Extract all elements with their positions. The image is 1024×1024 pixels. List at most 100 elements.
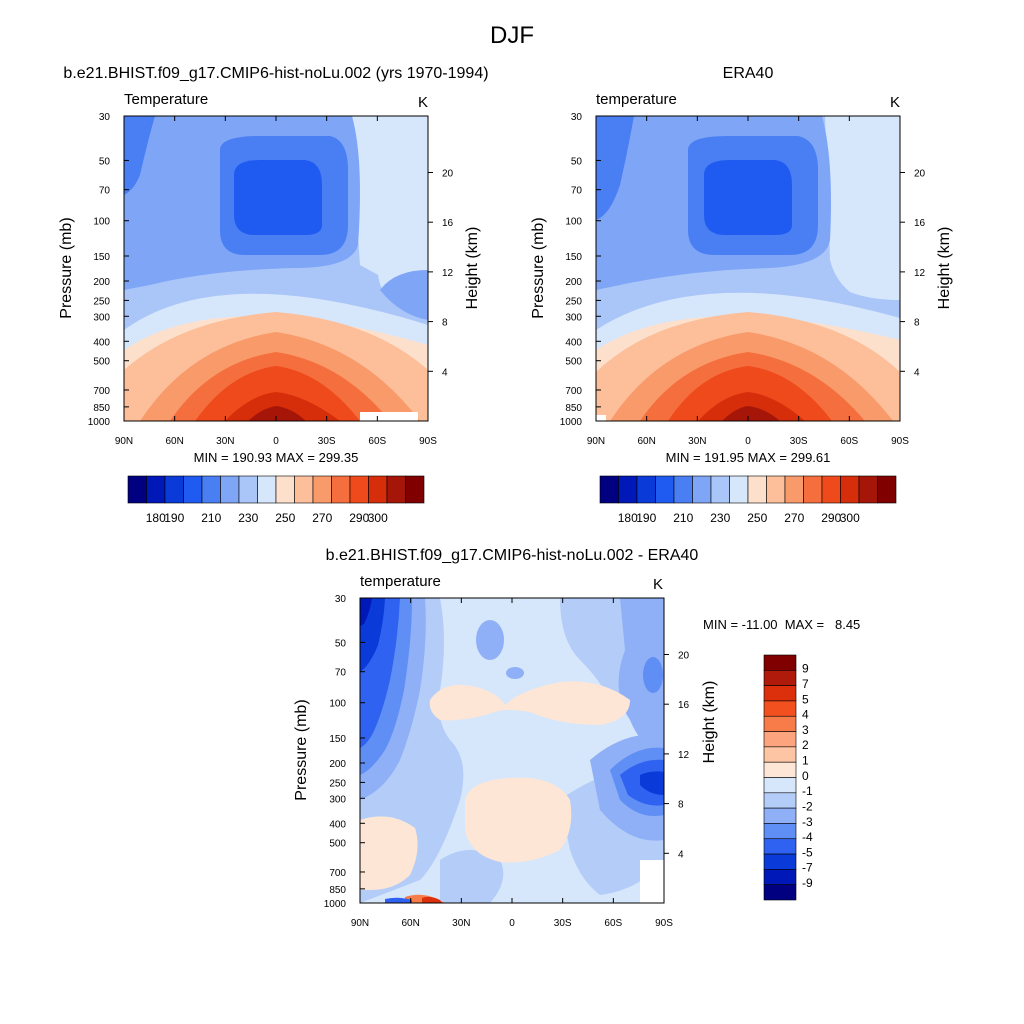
colorbar: 975 432 10-1-2 -3-4-5 -7-9 <box>763 654 813 901</box>
contour-band-210b <box>380 270 428 320</box>
colorbar-swatch <box>710 475 730 504</box>
contour-field <box>360 598 664 903</box>
y-tick-label: 50 <box>571 156 583 167</box>
colorbar-label: 0 <box>802 769 809 783</box>
colorbar-label: -9 <box>802 876 813 890</box>
panel-title: b.e21.BHIST.f09_g17.CMIP6-hist-noLu.002 … <box>63 65 488 82</box>
y-tick-label: 700 <box>565 386 582 397</box>
x-tick-label: 0 <box>745 436 751 447</box>
y-tick-label: 1000 <box>324 899 347 910</box>
colorbar-swatch <box>858 475 878 504</box>
y-tick-label: 300 <box>329 794 346 805</box>
colorbar-swatch <box>763 792 797 809</box>
y-tick-label: 300 <box>565 312 582 323</box>
colorbar-label: 300 <box>840 511 860 525</box>
y-tick-label: 50 <box>335 638 347 649</box>
colorbar-swatch <box>763 777 797 794</box>
contour-band-180 <box>596 116 634 220</box>
colorbar-swatch <box>349 475 369 504</box>
colorbar-swatch <box>673 475 693 504</box>
y-tick-label: 30 <box>571 112 583 123</box>
y2-axis: 20 16 12 8 4 <box>428 168 454 378</box>
units-label: K <box>890 94 900 111</box>
colorbar-label: 250 <box>275 511 295 525</box>
colorbar-label: -7 <box>802 861 813 875</box>
colorbar-swatch <box>164 475 184 504</box>
colorbar-swatch <box>784 475 804 504</box>
colorbar-label: 5 <box>802 692 809 706</box>
y2-tick-label: 20 <box>442 168 454 179</box>
y-axis-label: Pressure (mb) <box>58 217 75 318</box>
colorbar-label: 250 <box>747 511 767 525</box>
y-tick-label: 50 <box>99 156 111 167</box>
x-tick-label: 30N <box>452 918 470 929</box>
colorbar-swatch <box>386 475 406 504</box>
y2-axis: 20 16 12 8 4 <box>900 168 926 378</box>
contour-band-180 <box>124 116 155 195</box>
y-tick-label: 200 <box>329 759 346 770</box>
colorbar-label: 4 <box>802 708 809 722</box>
y2-axis: 20 16 12 8 4 <box>664 650 690 860</box>
x-tick-label: 30N <box>216 436 234 447</box>
colorbar-swatch <box>763 685 797 702</box>
colorbar-swatch <box>763 761 797 778</box>
y-axis-label: Pressure (mb) <box>530 217 547 318</box>
y-tick-label: 200 <box>93 277 110 288</box>
y-tick-label: 700 <box>93 386 110 397</box>
contour-band-minus5c <box>385 897 412 903</box>
colorbar-swatch <box>636 475 656 504</box>
colorbar-label: 2 <box>802 738 809 752</box>
contour-band-190 <box>234 160 322 235</box>
x-tick-label: 90N <box>115 436 133 447</box>
contour-band-plus5 <box>422 896 442 903</box>
colorbar-label: 190 <box>636 511 656 525</box>
missing-data <box>640 860 664 903</box>
y-tick-label: 1000 <box>560 417 583 428</box>
y-tick-label: 150 <box>93 252 110 263</box>
colorbar-label: -4 <box>802 830 813 844</box>
contour-band-240 <box>395 116 428 200</box>
x-tick-label: 30S <box>318 436 336 447</box>
x-axis: 90N 60N 30N 0 30S 60S 90S <box>115 116 437 447</box>
colorbar-swatch <box>275 475 295 504</box>
x-tick-label: 60S <box>368 436 386 447</box>
units-label: K <box>418 94 428 111</box>
colorbar-swatch <box>840 475 860 504</box>
colorbar-label: 9 <box>802 662 809 676</box>
colorbar-label: 180 <box>618 511 638 525</box>
x-tick-label: 30N <box>688 436 706 447</box>
y2-tick-label: 12 <box>914 268 926 279</box>
stats-label: MIN = -11.00 MAX = 8.45 <box>703 617 860 632</box>
colorbar-swatch <box>763 731 797 748</box>
colorbar-swatch <box>238 475 258 504</box>
contour-band-230 <box>825 116 900 300</box>
y2-tick-label: 8 <box>914 318 920 329</box>
colorbar-swatch <box>877 475 897 504</box>
y2-tick-label: 20 <box>678 650 690 661</box>
y-tick-label: 250 <box>565 296 582 307</box>
contour-band-minus7b <box>640 771 664 795</box>
contour-field <box>124 116 428 421</box>
contour-band-295 <box>248 406 306 421</box>
colorbar-label: -3 <box>802 815 813 829</box>
x-tick-label: 90N <box>351 918 369 929</box>
colorbar-label: 210 <box>201 511 221 525</box>
y-tick-label: 100 <box>329 699 346 710</box>
y-tick-label: 300 <box>93 312 110 323</box>
y-tick-label: 100 <box>93 217 110 228</box>
y2-tick-label: 8 <box>442 318 448 329</box>
contour-band-minus4c <box>643 657 663 693</box>
colorbar-label: -2 <box>802 799 813 813</box>
units-label: K <box>653 576 663 593</box>
y-tick-label: 700 <box>329 868 346 879</box>
colorbar-swatch <box>747 475 767 504</box>
panel-era40: ERA40 temperature K 30507010015020025030… <box>530 65 953 525</box>
missing-data <box>360 412 418 421</box>
y-tick-label: 1000 <box>88 417 111 428</box>
colorbar-swatch <box>763 670 797 686</box>
colorbar-swatch <box>763 746 797 763</box>
colorbar-label: 210 <box>673 511 693 525</box>
y-tick-label: 500 <box>565 357 582 368</box>
x-tick-label: 90S <box>419 436 437 447</box>
